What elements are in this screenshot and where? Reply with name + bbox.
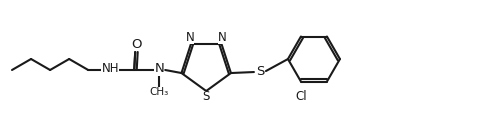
Text: CH₃: CH₃ xyxy=(150,87,169,97)
Text: O: O xyxy=(131,38,142,51)
Text: S: S xyxy=(202,91,210,104)
Text: Cl: Cl xyxy=(295,90,307,103)
Text: S: S xyxy=(256,65,264,78)
Text: NH: NH xyxy=(101,63,119,75)
Text: N: N xyxy=(185,31,194,44)
Text: N: N xyxy=(218,31,227,44)
Text: N: N xyxy=(155,63,164,75)
